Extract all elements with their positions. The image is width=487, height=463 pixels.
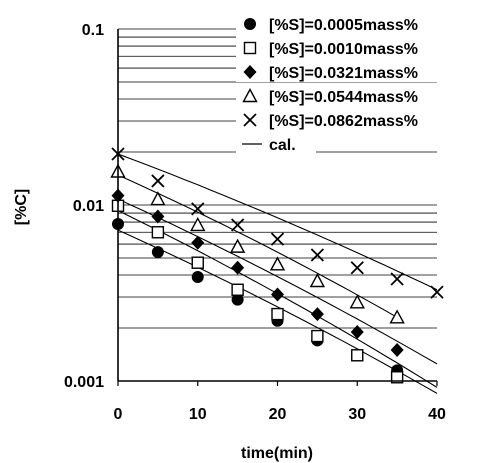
data-point	[191, 256, 204, 269]
legend-label: [%S]=0.0544mass%	[269, 89, 418, 106]
data-point	[389, 309, 405, 324]
data-point	[271, 287, 284, 302]
legend-marker	[244, 18, 256, 30]
legend-bg	[236, 36, 474, 58]
calculated-line	[117, 153, 438, 291]
data-point	[430, 285, 444, 299]
data-point	[151, 226, 165, 239]
data-point	[310, 307, 324, 322]
legend-bg	[236, 108, 474, 130]
legend-label: [%S]=0.0010mass%	[269, 41, 418, 58]
calculated-line	[117, 174, 398, 318]
x-tick-label: 20	[269, 406, 287, 423]
data-markers	[110, 147, 444, 384]
data-point	[229, 238, 246, 253]
legend-bg	[236, 60, 474, 82]
data-point	[309, 273, 326, 288]
data-point	[349, 294, 365, 309]
calculated-line	[117, 198, 438, 365]
data-point	[151, 209, 165, 224]
legend-bg	[236, 84, 474, 106]
data-point	[269, 256, 286, 271]
y-axis-label: [%C]	[13, 189, 30, 225]
data-point	[351, 349, 364, 362]
data-point	[151, 246, 164, 259]
legend-label: [%S]=0.0862mass%	[269, 113, 418, 130]
data-point	[151, 174, 165, 188]
data-point	[150, 191, 166, 206]
legend-marker	[243, 113, 257, 127]
data-point	[271, 307, 284, 321]
legend-bg	[236, 132, 316, 154]
axes	[117, 29, 438, 386]
x-tick-label: 0	[114, 406, 123, 423]
data-point	[230, 218, 245, 232]
tick-labels: 0 10 20 30 40 0.1 0.01 0.001	[64, 22, 446, 423]
data-point	[390, 272, 404, 286]
x-tick-label: 10	[189, 406, 207, 423]
legend-marker	[242, 88, 258, 103]
legend-label: [%S]=0.0005mass%	[269, 17, 418, 34]
data-point	[350, 324, 364, 339]
data-point	[270, 232, 285, 246]
y-tick-label: 0.001	[64, 374, 104, 391]
y-tick-label: 0.01	[73, 198, 104, 215]
legend: [%S]=0.0005mass% [%S]=0.0010mass% [%S]=0.0…	[236, 12, 474, 154]
data-point	[191, 202, 205, 216]
legend-marker	[243, 65, 257, 79]
data-point	[231, 283, 244, 296]
x-tick-label: 40	[428, 406, 446, 423]
data-point	[390, 343, 404, 358]
x-tick-label: 30	[348, 406, 366, 423]
data-point	[350, 261, 364, 275]
x-axis-label: time(min)	[241, 445, 313, 462]
legend-bg	[236, 12, 474, 34]
calculated-line	[117, 229, 438, 394]
calculated-lines	[117, 153, 438, 394]
data-point	[191, 270, 204, 283]
data-point	[390, 371, 404, 384]
data-point	[191, 235, 205, 250]
data-point	[231, 293, 244, 306]
y-tick-label: 0.1	[82, 22, 104, 39]
data-point	[311, 329, 324, 343]
data-point	[310, 248, 325, 262]
legend-label: [%S]=0.0321mass%	[269, 65, 418, 82]
data-point	[231, 260, 245, 275]
legend-label: cal.	[269, 137, 296, 154]
data-point	[190, 217, 206, 232]
legend-marker	[243, 41, 257, 55]
